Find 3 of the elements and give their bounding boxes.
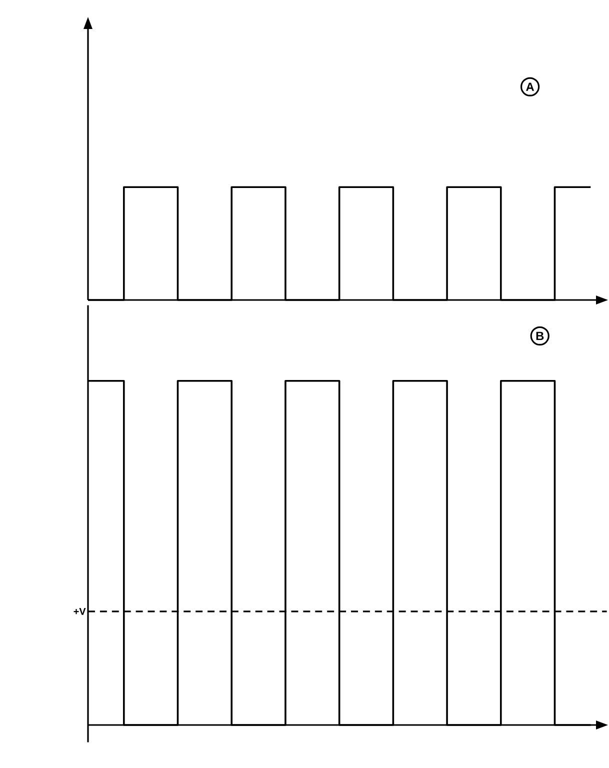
chart-title: B <box>536 332 544 340</box>
ref-line-label: +V <box>74 608 86 615</box>
chart-title: A <box>526 82 534 91</box>
